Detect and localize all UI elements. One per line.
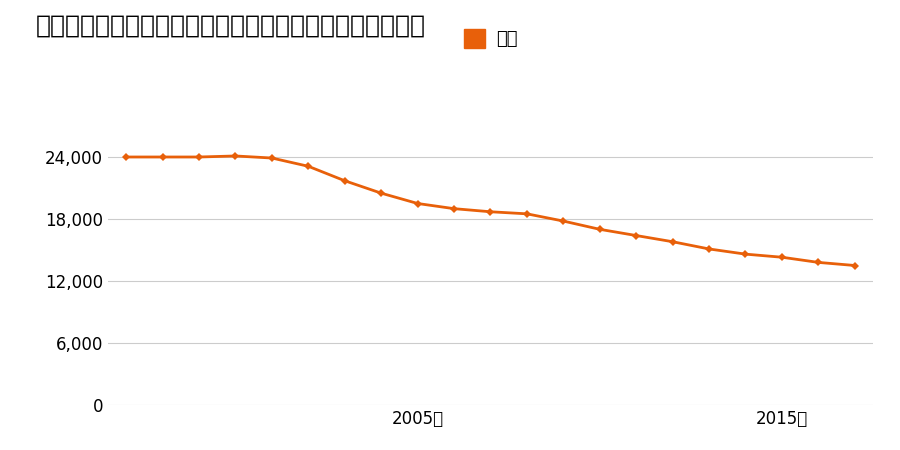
Legend: 価格: 価格 — [464, 29, 518, 48]
Text: 山口県宇部市大字小串字沖の山１９７８番２外の地価推移: 山口県宇部市大字小串字沖の山１９７８番２外の地価推移 — [36, 14, 426, 37]
